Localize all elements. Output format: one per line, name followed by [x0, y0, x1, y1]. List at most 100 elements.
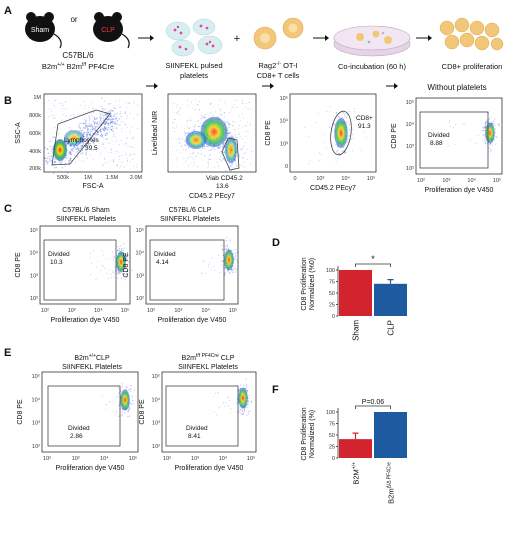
flow-plot-clp: C57BL/6 CLP SIINFEKL Platelets Divided 4… — [123, 207, 239, 324]
y-axis-label-line2: Normalized (%0) — [309, 258, 316, 310]
plot-title-line1: C57BL/6 Sham — [62, 207, 110, 214]
y-axis-label: CD8 PE — [265, 120, 272, 146]
flow-plot-live-dead: Viab CD45.2 13.6 CD45.2 PEcy7 Live/dead … — [152, 93, 257, 200]
density-cloud — [200, 237, 239, 276]
x-tick-label: 10² — [147, 308, 155, 314]
x-tick-label: 10³ — [316, 176, 324, 182]
gate-name: Divided — [154, 251, 176, 258]
plot-title: Without platelets — [427, 83, 486, 92]
y-axis-label: CD8 PE — [123, 252, 130, 278]
divided-gate — [43, 239, 117, 301]
y-tick-label: 10² — [136, 296, 144, 302]
panel-label-f: F — [272, 384, 279, 396]
gate-name: CD8+ — [356, 115, 373, 122]
y-tick-label: 10⁵ — [280, 95, 288, 102]
y-tick-label: 800k — [29, 113, 41, 119]
y-tick-label: 10⁴ — [32, 396, 41, 403]
y-tick-label: 10³ — [406, 144, 414, 150]
gate-name: Lymphoytes — [64, 137, 100, 144]
y-tick-label: 10⁴ — [280, 118, 289, 125]
y-tick-label: 10⁵ — [32, 373, 40, 380]
y-tick-label: 10⁵ — [136, 227, 144, 234]
y-axis-label: CD8 PE — [17, 399, 24, 425]
x-tick-label: 1M — [84, 175, 92, 181]
x-tick-label: 10² — [41, 308, 49, 314]
y-tick-label: 10⁴ — [136, 250, 145, 257]
category-label: B2M+/+ — [352, 462, 361, 485]
x-axis-label: Proliferation dye V450 — [51, 317, 120, 324]
significance-label: P=0.06 — [362, 399, 384, 406]
y-tick-label: 10⁵ — [30, 227, 38, 234]
gate-value: 4.14 — [156, 259, 169, 266]
gate-name: Divided — [48, 251, 70, 258]
x-tick-label: 10⁴ — [100, 455, 109, 462]
gate-value: 10.3 — [50, 259, 63, 266]
y-tick-label: 50 — [329, 291, 335, 297]
divided-gate — [47, 385, 121, 447]
y-tick-label: 10⁴ — [30, 250, 39, 257]
bar — [374, 283, 407, 316]
panel-e: E B2m+/+CLP SIINFEKL Platelets Divided 2… — [4, 347, 257, 472]
category-label: Sham — [352, 320, 361, 341]
density-cloud — [172, 99, 252, 177]
step2-line2: platelets — [180, 71, 208, 80]
y-tick-label: 10² — [406, 166, 414, 172]
x-tick-label: 10⁵ — [367, 175, 375, 182]
density-cloud — [303, 106, 367, 165]
density-cloud — [43, 97, 139, 177]
density-cloud — [448, 111, 500, 153]
y-tick-label: 100 — [326, 410, 335, 416]
gate-name: Divided — [68, 425, 90, 432]
error-bar — [387, 279, 394, 284]
plot-title-line2: SIINFEKL Platelets — [56, 216, 116, 223]
plus-sign: + — [234, 33, 240, 45]
step4-label: Co-incubation (60 h) — [338, 62, 406, 71]
y-tick-label: 10⁵ — [152, 373, 160, 380]
gate-value: 2.86 — [70, 433, 83, 440]
divided-gate — [165, 385, 239, 447]
strain-line2: B2m+/+ B2mf/f PF4Cre — [42, 62, 114, 71]
y-tick-label: 0 — [332, 314, 335, 320]
y-tick-label: 0 — [285, 164, 288, 170]
y-tick-labels: 1M 800k 600k 400k 200k — [29, 95, 41, 172]
x-tick-label: 2.0M — [130, 175, 143, 181]
x-axis-label: Proliferation dye V450 — [56, 465, 125, 472]
y-tick-label: 10³ — [152, 421, 160, 427]
bar-chart-f: 100 75 50 25 0 P=0.06 B2M+/+ B2mΔ/Δ PF4Cre — [326, 399, 407, 504]
y-tick-label: 25 — [329, 445, 335, 451]
or-text: or — [70, 15, 77, 24]
strain-line1: C57BL/6 — [62, 51, 94, 60]
plot-title-line2: SIINFEKL Platelets — [178, 364, 238, 371]
clp-label: CLP — [101, 27, 115, 34]
panel-label-d: D — [272, 237, 280, 249]
significance-bracket — [355, 263, 391, 267]
gate-name: Viab CD45.2 — [206, 175, 243, 182]
step5-label: CD8+ proliferation — [442, 62, 503, 71]
flow-plot-b2m-ko: B2mf/f PF4Cre CLP SIINFEKL Platelets Div… — [139, 353, 257, 472]
y-tick-label: 75 — [329, 422, 335, 428]
bar-chart-d: 100 75 50 25 0 * Sham CLP — [326, 254, 407, 341]
x-tick-label: 10² — [417, 178, 425, 184]
bar — [339, 270, 372, 316]
y-tick-label: 10³ — [30, 273, 38, 279]
y-tick-label: 600k — [29, 131, 41, 137]
gate-name: Divided — [428, 132, 450, 139]
bar — [339, 439, 372, 458]
y-tick-label: 50 — [329, 433, 335, 439]
flow-plot-b2m-wt: B2m+/+CLP SIINFEKL Platelets Divided 2.8… — [17, 353, 139, 472]
x-tick-label: 10³ — [191, 456, 199, 462]
y-tick-label: 10³ — [280, 141, 288, 147]
y-axis-label: CD8 PE — [139, 399, 146, 425]
plot-title-line2: SIINFEKL Platelets — [160, 216, 220, 223]
y-tick-label: 10³ — [32, 421, 40, 427]
x-axis-label: CD45.2 PEcy7 — [310, 185, 356, 192]
bar — [374, 412, 407, 458]
x-tick-label: 10⁴ — [201, 307, 210, 314]
x-tick-label: 10² — [43, 456, 51, 462]
x-tick-label: 10⁵ — [121, 307, 129, 314]
culture-dish-icon — [333, 25, 411, 57]
sham-label: Sham — [31, 27, 49, 34]
panel-label-a: A — [4, 5, 12, 17]
x-tick-label: 10³ — [442, 178, 450, 184]
